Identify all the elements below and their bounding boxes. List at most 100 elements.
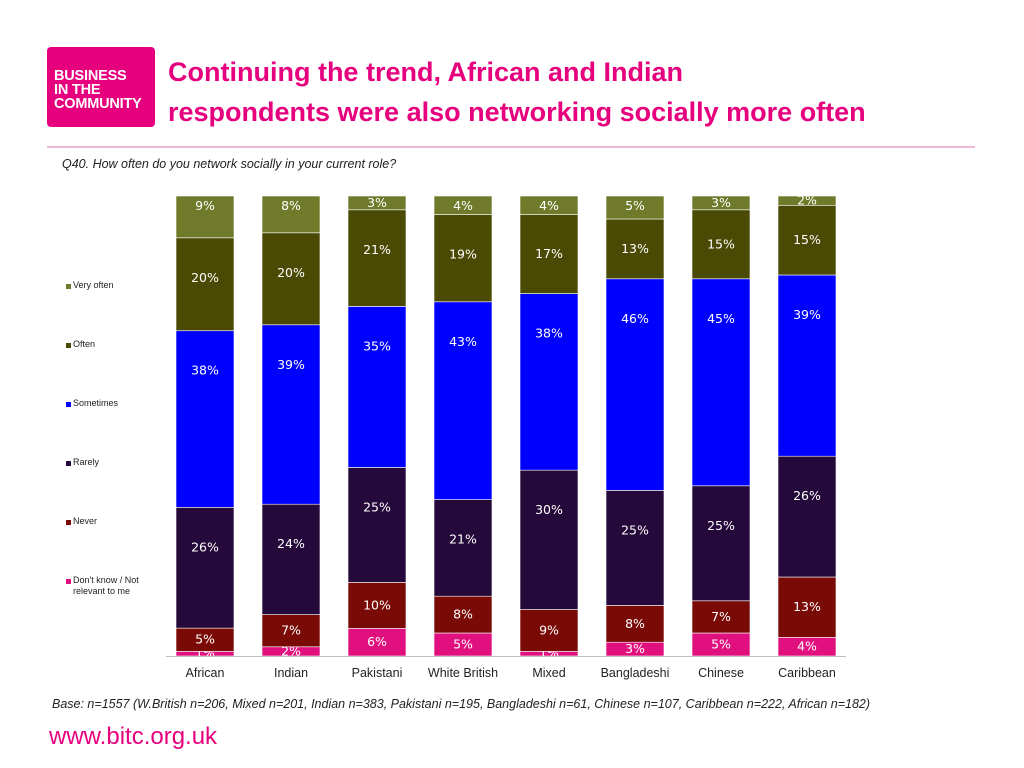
bar-segment [691,209,751,280]
bar-data-label: 7% [281,623,301,638]
bar-segment [691,485,751,602]
bar-data-label: 8% [453,607,473,622]
bar-segment [777,204,837,276]
bar-data-label: 2% [797,193,817,208]
x-tick-label: White British [428,666,498,680]
legend-swatch [66,402,71,407]
bar-data-label: 17% [535,246,563,261]
bar-data-label: 4% [453,198,473,213]
bar-data-label: 5% [195,632,215,647]
bar-data-label: 30% [535,502,563,517]
bar-data-label: 15% [793,232,821,247]
bar-data-label: 38% [191,363,219,378]
logo-text: BUSINESS IN THE COMMUNITY [54,68,142,112]
bar-data-label: 26% [191,539,219,554]
bar-segment [691,195,751,211]
bar-segment [433,595,493,634]
bar-segment [519,469,579,610]
bar-data-label: 9% [539,622,559,637]
bar-data-label: 35% [363,338,391,353]
legend-label: Often [73,339,96,349]
bar-data-label: 5% [711,637,731,652]
bar-segment [605,490,665,606]
bar-segment [175,507,235,629]
legend-swatch [66,579,71,584]
bar-data-label: 4% [539,198,559,213]
bar-data-label: 5% [625,198,645,213]
bar-segment [605,195,665,220]
title-divider [47,146,975,148]
bar-segment [347,467,407,583]
survey-question: Q40. How often do you network socially i… [62,157,397,171]
bar-segment [519,293,579,471]
bar-data-label: 9% [195,198,215,213]
bar-data-label: 45% [707,311,735,326]
bar-segment [347,628,407,657]
bar-segment [433,195,493,215]
x-tick-label: Chinese [698,666,744,680]
bar-data-label: 8% [281,198,301,213]
bar-data-label: 21% [363,242,391,257]
bar-segment [777,195,837,206]
bar-segment [691,600,751,634]
bar-segment [261,614,321,648]
bar-segment [605,278,665,491]
bar-data-label: 25% [707,518,735,533]
bar-segment [777,455,837,578]
bar-segment [175,237,235,332]
bar-data-label: 3% [625,641,645,656]
page-title: Continuing the trend, African and Indian… [168,57,866,127]
x-tick-label: Caribbean [778,666,836,680]
bar-data-label: 39% [793,307,821,322]
bar-segment [347,195,407,211]
legend-swatch [66,284,71,289]
bar-segment [261,232,321,326]
bar-segment [691,278,751,487]
bar-data-label: 7% [711,609,731,624]
legend-swatch [66,343,71,348]
bar-segment [261,503,321,615]
bar-data-label: 19% [449,246,477,261]
bar-segment [777,576,837,638]
bar-data-label: 13% [793,599,821,614]
bar-segment [347,582,407,629]
bitc-logo: BUSINESS IN THE COMMUNITY [47,47,155,127]
bar-segment [433,301,493,500]
legend-label: Sometimes [73,398,119,408]
bar-data-label: 13% [621,241,649,256]
bar-segment [261,324,321,505]
bar-segment [347,209,407,307]
bar-data-label: 25% [621,522,649,537]
bar-data-label: 20% [191,270,219,285]
legend-label: Never [73,516,98,526]
legend-label: Rarely [73,457,100,467]
bar-data-label: 26% [793,488,821,503]
bar-data-label: 2% [281,643,301,658]
bar-segment [519,214,579,294]
legend-swatch [66,461,71,466]
bar-data-label: 4% [797,639,817,654]
bar-data-label: 20% [277,265,305,280]
bar-data-label: 6% [367,634,387,649]
bar-data-label: 43% [449,334,477,349]
bar-data-label: 39% [277,357,305,372]
bar-data-label: 15% [707,236,735,251]
x-tick-label: Mixed [532,666,565,680]
bar-data-label: 46% [621,311,649,326]
bar-data-label: 25% [363,499,391,514]
bar-segment [519,609,579,652]
bar-segment [261,195,321,234]
base-note: Base: n=1557 (W.British n=206, Mixed n=2… [52,697,871,711]
bar-data-label: 5% [453,637,473,652]
bar-segment [175,195,235,239]
legend-swatch [66,520,71,525]
bar-segment [347,306,407,468]
legend-label: Very often [73,280,114,290]
bar-segment [433,499,493,597]
bar-segment [433,214,493,303]
legend-label: Don't know / Not relevant to me [73,575,139,596]
bar-segment [519,195,579,215]
bar-data-label: 21% [449,532,477,547]
bar-segment [777,274,837,457]
x-tick-label: African [186,666,225,680]
